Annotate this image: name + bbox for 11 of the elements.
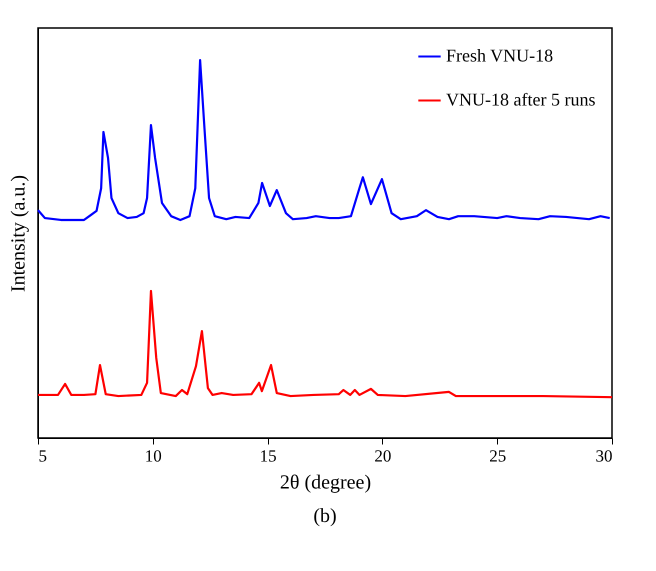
x-tick-label: 30 bbox=[596, 446, 612, 466]
x-tick-label: 10 bbox=[144, 446, 162, 466]
legend-label: VNU-18 after 5 runs bbox=[446, 90, 596, 110]
legend-label: Fresh VNU-18 bbox=[446, 46, 554, 66]
text: (b) bbox=[313, 505, 337, 527]
y-axis-title: Intensity (a.u.) bbox=[8, 174, 30, 292]
x-tick-label: 25 bbox=[489, 446, 506, 466]
x-tick-label: 20 bbox=[374, 446, 392, 466]
x-tick-label: 15 bbox=[260, 446, 277, 466]
x-tick-label: 5 bbox=[38, 446, 47, 466]
x-axis-title: 2θ (degree) bbox=[280, 472, 372, 494]
